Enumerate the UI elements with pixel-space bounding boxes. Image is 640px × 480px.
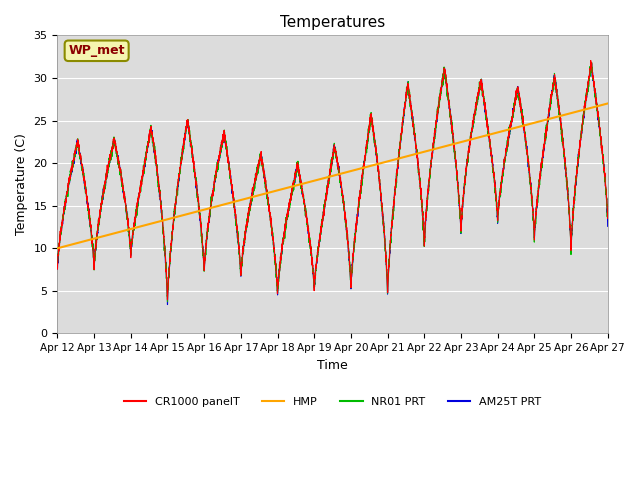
Text: WP_met: WP_met [68, 44, 125, 57]
X-axis label: Time: Time [317, 359, 348, 372]
Legend: CR1000 panelT, HMP, NR01 PRT, AM25T PRT: CR1000 panelT, HMP, NR01 PRT, AM25T PRT [120, 393, 545, 411]
Title: Temperatures: Temperatures [280, 15, 385, 30]
Y-axis label: Temperature (C): Temperature (C) [15, 133, 28, 235]
